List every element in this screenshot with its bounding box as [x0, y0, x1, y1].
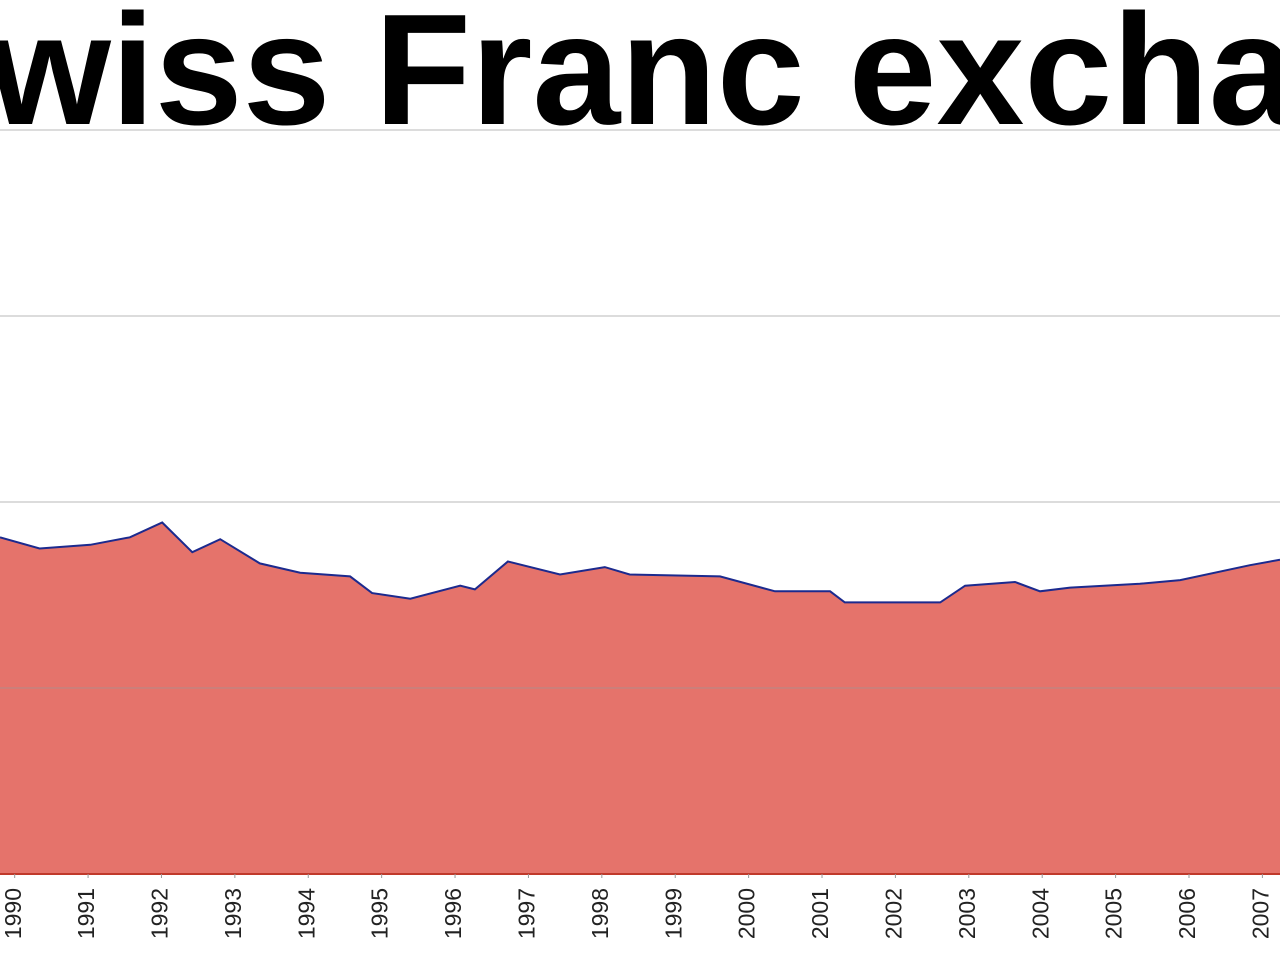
x-tick-label: 1992: [147, 888, 173, 939]
area: [0, 522, 1280, 874]
x-tick-label: 2006: [1174, 888, 1200, 939]
x-tick-label: 2002: [880, 888, 906, 939]
x-tick-label: 2007: [1247, 888, 1273, 939]
line: [0, 521, 1280, 604]
chart-title: wiss Franc excha: [0, 0, 1280, 158]
x-tick-label: 1997: [514, 888, 540, 939]
x-tick-label: 1990: [0, 888, 26, 939]
x-tick-label: 2000: [734, 888, 760, 939]
x-tick-label: 1991: [73, 888, 99, 939]
x-tick-label: 1995: [367, 888, 393, 939]
x-tick-label: 1993: [220, 888, 246, 939]
x-tick-label: 1998: [587, 888, 613, 939]
x-tick-label: 1999: [660, 888, 686, 939]
x-tick-label: 1994: [293, 888, 319, 939]
x-tick-label: 1996: [440, 888, 466, 939]
x-tick-label: 2004: [1027, 888, 1053, 939]
x-tick-label: 2005: [1101, 888, 1127, 939]
x-tick-label: 2001: [807, 888, 833, 939]
x-tick-label: 2003: [954, 888, 980, 939]
